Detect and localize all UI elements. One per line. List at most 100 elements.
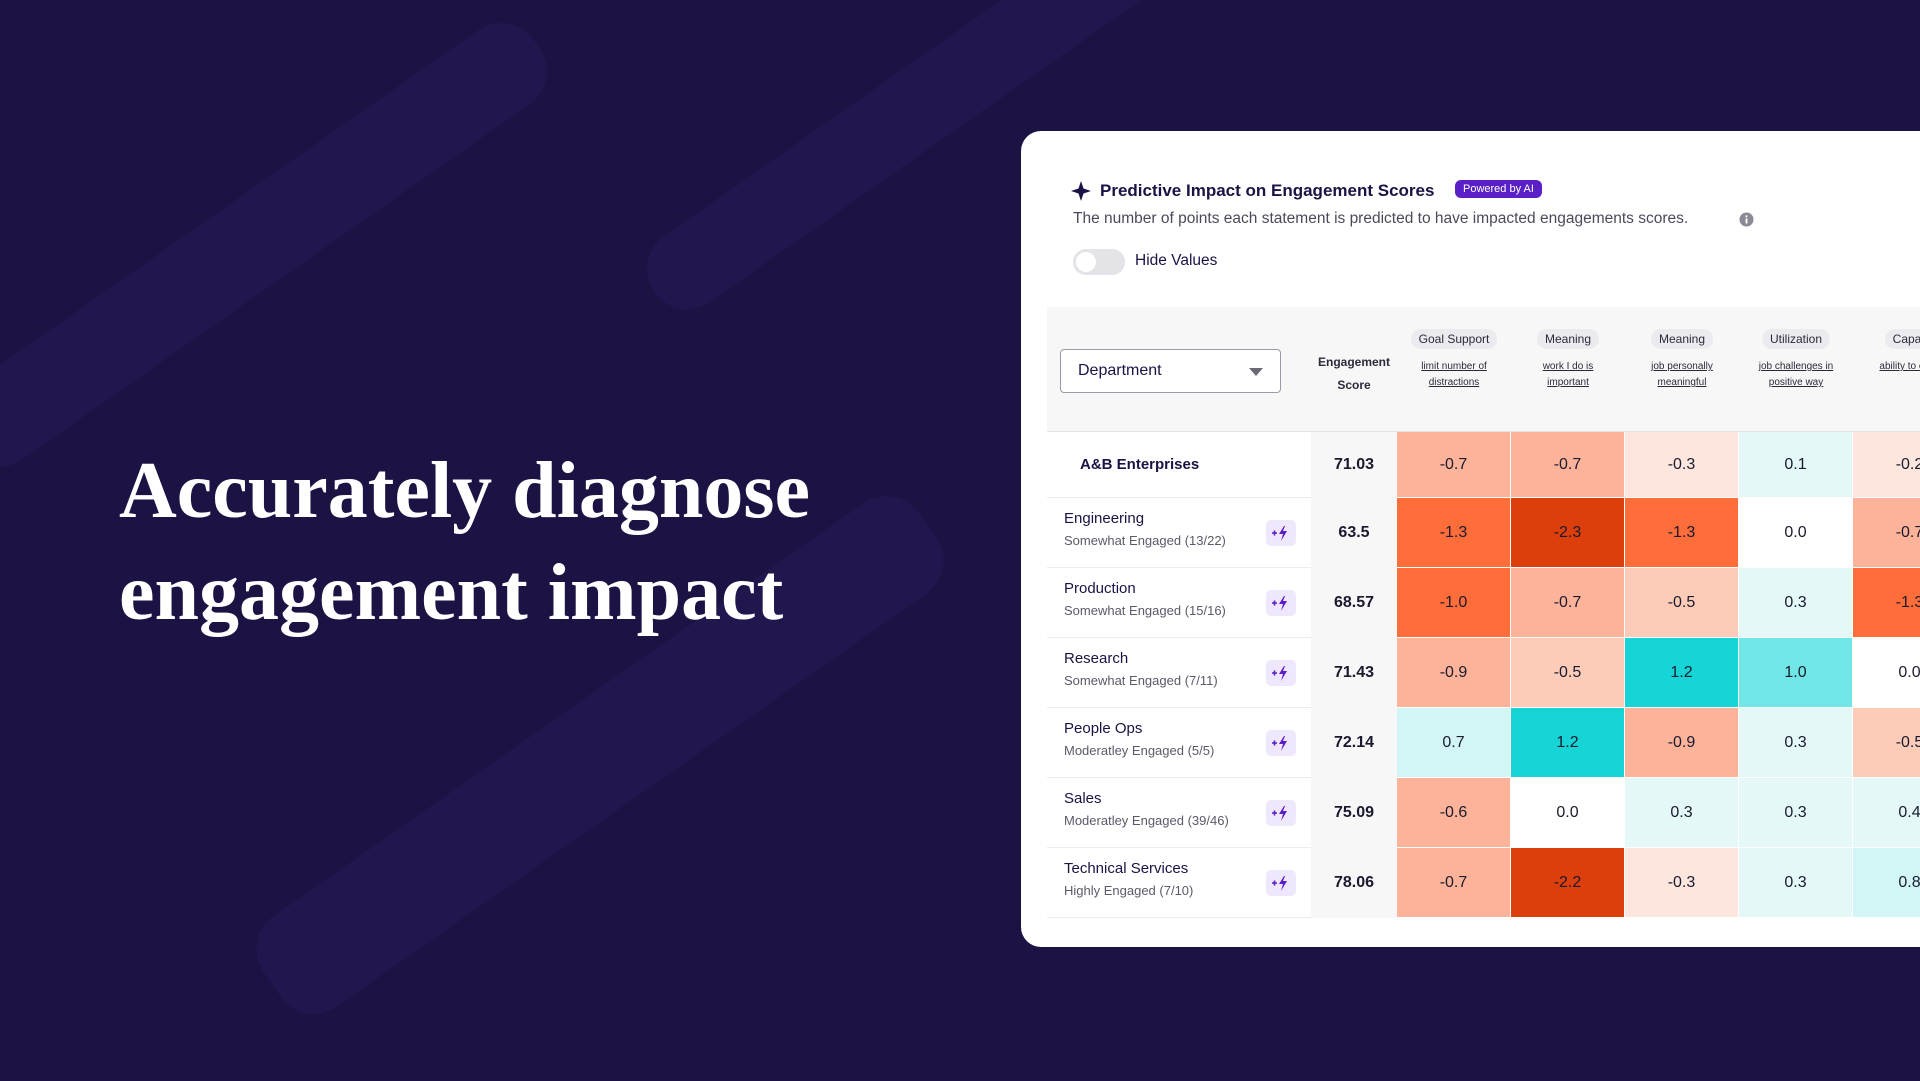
bolt-icon [1272,736,1287,751]
row-name: Sales [1064,790,1102,807]
impact-cell: 0.3 [1739,848,1853,918]
impact-cell: -1.3 [1853,568,1920,638]
impact-cell: -2.3 [1511,498,1625,568]
column-category: Meaning [1536,329,1600,349]
column-header[interactable]: Meaning job personally meaningful [1625,329,1739,391]
impact-cell: -0.2 [1853,432,1920,498]
bolt-icon [1272,526,1287,541]
row-divider [1047,707,1311,708]
row-divider [1047,917,1311,918]
impact-cell: 0.0 [1511,778,1625,848]
impact-cell: -2.2 [1511,848,1625,918]
row-divider [1047,847,1311,848]
row-name: A&B Enterprises [1080,456,1200,473]
toggle-label: Hide Values [1135,252,1218,269]
impact-cell: 0.4 [1853,778,1920,848]
column-header[interactable]: Meaning work I do is important [1511,329,1625,391]
row-name: Research [1064,650,1129,667]
impact-cell: 0.0 [1739,498,1853,568]
impact-cell: 0.7 [1397,708,1511,778]
column-header[interactable]: Goal Support limit number of distractions [1397,329,1511,391]
row-status: Somewhat Engaged (13/22) [1064,533,1226,548]
column-category: Utilization [1761,329,1831,349]
card: Predictive Impact on Engagement Scores P… [1021,131,1920,947]
impact-cell: -0.3 [1625,848,1739,918]
impact-cell: -0.7 [1397,848,1511,918]
insight-button[interactable] [1266,660,1296,686]
impact-cell: 0.3 [1625,778,1739,848]
dropdown-arrow [1249,368,1263,376]
score-cell: 68.57 [1311,568,1397,638]
row-divider [1047,637,1311,638]
toggle-knob [1076,252,1096,272]
impact-cell: -1.0 [1397,568,1511,638]
insight-button[interactable] [1266,870,1296,896]
score-cell: 78.06 [1311,848,1397,918]
impact-cell: 1.0 [1739,638,1853,708]
row-status: Somewhat Engaged (7/11) [1064,673,1218,688]
bolt-icon [1272,876,1287,891]
row-name: Production [1064,580,1136,597]
column-statement: job challenges in positive way [1758,361,1834,388]
row-name: People Ops [1064,720,1143,737]
column-category: Goal Support [1410,329,1498,349]
row-name: Engineering [1064,510,1145,527]
impact-cell: -1.3 [1625,498,1739,568]
headline: Accurately diagnose engagement impact [119,447,811,637]
impact-cell: -1.3 [1397,498,1511,568]
dropdown[interactable]: Department [1060,349,1281,393]
score-cell: 63.5 [1311,498,1397,568]
row-name: Technical Services [1064,860,1189,877]
impact-cell: -0.7 [1397,432,1511,498]
impact-cell: -0.9 [1397,638,1511,708]
impact-cell: -0.6 [1397,778,1511,848]
bolt-icon [1272,666,1287,681]
table: Department Engagement Score Goal Support… [1047,307,1920,947]
impact-cell: -0.5 [1853,708,1920,778]
column-statement: limit number of distractions [1421,361,1487,388]
row-status: Moderatley Engaged (39/46) [1064,813,1229,828]
impact-cell: 0.8 [1853,848,1920,918]
background-texture [0,7,563,483]
impact-cell: 1.2 [1511,708,1625,778]
row-status: Moderatley Engaged (5/5) [1064,743,1215,758]
column-header[interactable]: Capac ability to clear [1853,329,1920,375]
row-status: Highly Engaged (7/10) [1064,883,1194,898]
column-header[interactable]: Utilization job challenges in positive wa… [1739,329,1853,391]
column-statement: job personally meaningful [1651,361,1713,388]
impact-cell: -0.7 [1511,432,1625,498]
bolt-icon [1272,806,1287,821]
column-statement: ability to clear [1879,361,1920,372]
card-title: Predictive Impact on Engagement Scores [1100,181,1435,200]
score-cell: 71.03 [1311,432,1397,498]
impact-cell: 0.1 [1739,432,1853,498]
card-subtitle: The number of points each statement is p… [1073,210,1689,227]
score-cell: 71.43 [1311,638,1397,708]
score-header: Engagement Score [1317,355,1390,392]
impact-cell: -0.5 [1511,638,1625,708]
impact-cell: 1.2 [1625,638,1739,708]
info-icon[interactable] [1739,212,1754,227]
impact-cell: -0.7 [1511,568,1625,638]
toggle[interactable] [1073,249,1125,275]
sparkle-icon [1071,181,1091,201]
impact-cell: 0.3 [1739,778,1853,848]
impact-cell: -0.5 [1625,568,1739,638]
ai-badge: Powered by AI [1455,180,1542,198]
column-statement: work I do is important [1542,361,1594,388]
impact-cell: 0.3 [1739,708,1853,778]
insight-button[interactable] [1266,590,1296,616]
row-divider [1047,567,1311,568]
dropdown-label: Department [1078,362,1162,379]
impact-cell: -0.3 [1625,432,1739,498]
insight-button[interactable] [1266,730,1296,756]
score-cell: 75.09 [1311,778,1397,848]
insight-button[interactable] [1266,800,1296,826]
row-divider [1047,497,1311,498]
impact-cell: 0.3 [1739,568,1853,638]
impact-cell: 0.0 [1853,638,1920,708]
row-divider [1047,777,1311,778]
insight-button[interactable] [1266,520,1296,546]
impact-cell: -0.9 [1625,708,1739,778]
